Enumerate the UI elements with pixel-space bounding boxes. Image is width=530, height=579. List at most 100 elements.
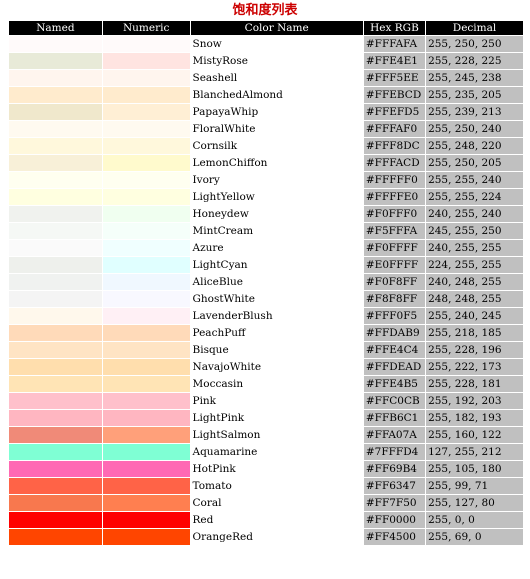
header-row: Named Numeric Color Name Hex RGB Decimal xyxy=(8,20,524,36)
numeric-swatch xyxy=(101,120,191,138)
named-swatch xyxy=(8,171,103,189)
table-row: Honeydew #F0FFF0 240, 255, 240 xyxy=(8,205,524,223)
named-swatch xyxy=(8,69,103,87)
numeric-swatch xyxy=(101,35,191,53)
color-name: LavenderBlush xyxy=(189,307,364,325)
color-name: BlanchedAlmond xyxy=(189,86,364,104)
header-numeric: Numeric xyxy=(101,20,191,36)
color-table: Named Numeric Color Name Hex RGB Decimal… xyxy=(8,20,524,546)
hex-value: #FFF8DC xyxy=(362,137,427,155)
decimal-value: 255, 250, 240 xyxy=(425,120,524,138)
hex-value: #F0FFF0 xyxy=(362,205,427,223)
numeric-swatch xyxy=(101,52,191,70)
table-row: Ivory #FFFFF0 255, 255, 240 xyxy=(8,171,524,189)
color-name: Bisque xyxy=(189,341,364,359)
hex-value: #FFA07A xyxy=(362,426,427,444)
table-row: Coral #FF7F50 255, 127, 80 xyxy=(8,494,524,512)
named-swatch xyxy=(8,409,103,427)
color-name: AliceBlue xyxy=(189,273,364,291)
named-swatch xyxy=(8,290,103,308)
color-name: OrangeRed xyxy=(189,528,364,546)
hex-value: #FFEBCD xyxy=(362,86,427,104)
color-name: LightPink xyxy=(189,409,364,427)
hex-value: #FFE4B5 xyxy=(362,375,427,393)
named-swatch xyxy=(8,188,103,206)
decimal-value: 255, 222, 173 xyxy=(425,358,524,376)
numeric-swatch xyxy=(101,392,191,410)
numeric-swatch xyxy=(101,239,191,257)
table-row: NavajoWhite #FFDEAD 255, 222, 173 xyxy=(8,358,524,376)
table-row: LightCyan #E0FFFF 224, 255, 255 xyxy=(8,256,524,274)
decimal-value: 127, 255, 212 xyxy=(425,443,524,461)
named-swatch xyxy=(8,120,103,138)
numeric-swatch xyxy=(101,375,191,393)
numeric-swatch xyxy=(101,205,191,223)
hex-value: #FF69B4 xyxy=(362,460,427,478)
hex-value: #FFFAFA xyxy=(362,35,427,53)
decimal-value: 255, 127, 80 xyxy=(425,494,524,512)
decimal-value: 224, 255, 255 xyxy=(425,256,524,274)
hex-value: #F8F8FF xyxy=(362,290,427,308)
numeric-swatch xyxy=(101,171,191,189)
color-name: Snow xyxy=(189,35,364,53)
color-name: GhostWhite xyxy=(189,290,364,308)
color-name: Pink xyxy=(189,392,364,410)
hex-value: #FFDEAD xyxy=(362,358,427,376)
table-row: Pink #FFC0CB 255, 192, 203 xyxy=(8,392,524,410)
hex-value: #F0F8FF xyxy=(362,273,427,291)
table-row: PapayaWhip #FFEFD5 255, 239, 213 xyxy=(8,103,524,121)
named-swatch xyxy=(8,256,103,274)
named-swatch xyxy=(8,477,103,495)
numeric-swatch xyxy=(101,69,191,87)
numeric-swatch xyxy=(101,103,191,121)
decimal-value: 240, 255, 240 xyxy=(425,205,524,223)
numeric-swatch xyxy=(101,426,191,444)
decimal-value: 255, 245, 238 xyxy=(425,69,524,87)
named-swatch xyxy=(8,528,103,546)
table-row: Red #FF0000 255, 0, 0 xyxy=(8,511,524,529)
decimal-value: 255, 218, 185 xyxy=(425,324,524,342)
numeric-swatch xyxy=(101,511,191,529)
color-name: LightCyan xyxy=(189,256,364,274)
color-name: NavajoWhite xyxy=(189,358,364,376)
named-swatch xyxy=(8,154,103,172)
numeric-swatch xyxy=(101,256,191,274)
table-row: FloralWhite #FFFAF0 255, 250, 240 xyxy=(8,120,524,138)
hex-value: #E0FFFF xyxy=(362,256,427,274)
numeric-swatch xyxy=(101,222,191,240)
hex-value: #7FFFD4 xyxy=(362,443,427,461)
hex-value: #FFFFE0 xyxy=(362,188,427,206)
table-row: GhostWhite #F8F8FF 248, 248, 255 xyxy=(8,290,524,308)
numeric-swatch xyxy=(101,290,191,308)
table-row: HotPink #FF69B4 255, 105, 180 xyxy=(8,460,524,478)
decimal-value: 255, 0, 0 xyxy=(425,511,524,529)
table-row: OrangeRed #FF4500 255, 69, 0 xyxy=(8,528,524,546)
hex-value: #FFC0CB xyxy=(362,392,427,410)
table-row: Bisque #FFE4C4 255, 228, 196 xyxy=(8,341,524,359)
color-name: FloralWhite xyxy=(189,120,364,138)
table-row: PeachPuff #FFDAB9 255, 218, 185 xyxy=(8,324,524,342)
numeric-swatch xyxy=(101,273,191,291)
color-name: Aquamarine xyxy=(189,443,364,461)
hex-value: #FFDAB9 xyxy=(362,324,427,342)
hex-value: #FF4500 xyxy=(362,528,427,546)
numeric-swatch xyxy=(101,409,191,427)
hex-value: #FFB6C1 xyxy=(362,409,427,427)
hex-value: #FF6347 xyxy=(362,477,427,495)
header-color-name: Color Name xyxy=(189,20,364,36)
named-swatch xyxy=(8,103,103,121)
named-swatch xyxy=(8,443,103,461)
table-row: Tomato #FF6347 255, 99, 71 xyxy=(8,477,524,495)
color-name: MintCream xyxy=(189,222,364,240)
numeric-swatch xyxy=(101,86,191,104)
hex-value: #FFFACD xyxy=(362,154,427,172)
named-swatch xyxy=(8,511,103,529)
numeric-swatch xyxy=(101,307,191,325)
color-name: Moccasin xyxy=(189,375,364,393)
color-name: LemonChiffon xyxy=(189,154,364,172)
table-row: Azure #F0FFFF 240, 255, 255 xyxy=(8,239,524,257)
table-row: MintCream #F5FFFA 245, 255, 250 xyxy=(8,222,524,240)
named-swatch xyxy=(8,137,103,155)
color-name: PapayaWhip xyxy=(189,103,364,121)
decimal-value: 245, 255, 250 xyxy=(425,222,524,240)
